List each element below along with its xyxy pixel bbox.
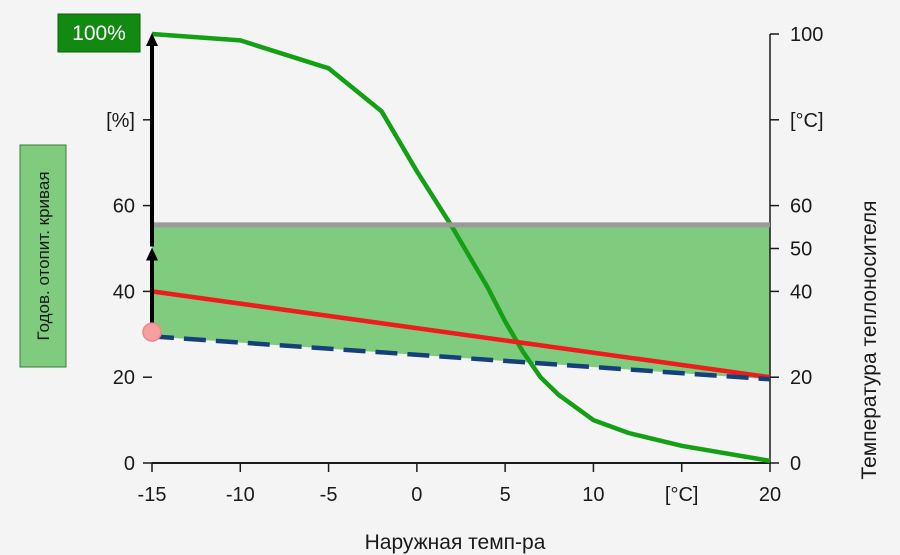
x-tick-label: 10: [582, 484, 604, 506]
left-tick-label: 60: [113, 196, 135, 218]
lower-arrow-head: [146, 247, 158, 261]
percent-badge-box: [57, 13, 141, 53]
x-tick-label: 20: [759, 484, 781, 506]
shaded-band: [152, 224, 770, 380]
left-tick-label: 40: [113, 281, 135, 303]
right-tick-label: 20: [790, 367, 812, 389]
right-tick-label: 0: [790, 453, 801, 475]
shaded-band-layer: [152, 224, 770, 380]
x-tick-label: -10: [226, 484, 255, 506]
side-box: Годов. отопит. кривая: [19, 144, 67, 368]
x-tick-label: 0: [411, 484, 422, 506]
percent-badge-label: 100%: [72, 22, 126, 45]
load-curve-line: [151, 31, 771, 464]
arrow-layer: [142, 33, 162, 342]
right-axis-title: Температура теплоносителя: [858, 200, 881, 479]
x-tick-label: -15: [138, 484, 167, 506]
upper-arrow-head: [146, 33, 158, 46]
x-tick-label: [°C]: [665, 484, 699, 506]
x-axis-title: Наружная темп-ра: [365, 531, 546, 554]
left-tick-label: [%]: [106, 110, 135, 132]
percent-badge: 100%: [57, 13, 141, 53]
x-tick-label: -5: [320, 484, 338, 506]
left-tick-label: 0: [124, 453, 135, 475]
side-box-rect: [19, 144, 67, 368]
right-tick-label: 100: [790, 24, 823, 46]
left-tick-label: 20: [113, 367, 135, 389]
return-temp-line: [151, 334, 771, 382]
ticks-layer: -15 -10 -5 0 5 10 [°C] 20 0 20 40 60 [%] 0 20 40 50 60 [°C…: [106, 24, 823, 506]
series-layer: [151, 31, 771, 464]
supply-temp-line: [151, 289, 771, 380]
x-tick-label: 5: [500, 484, 511, 506]
right-tick-label: 50: [790, 239, 812, 261]
right-tick-label: 60: [790, 196, 812, 218]
right-tick-label: 40: [790, 281, 812, 303]
start-point-marker: [142, 322, 162, 342]
right-tick-label: [°C]: [790, 110, 824, 132]
side-box-label: Годов. отопит. кривая: [34, 171, 53, 340]
